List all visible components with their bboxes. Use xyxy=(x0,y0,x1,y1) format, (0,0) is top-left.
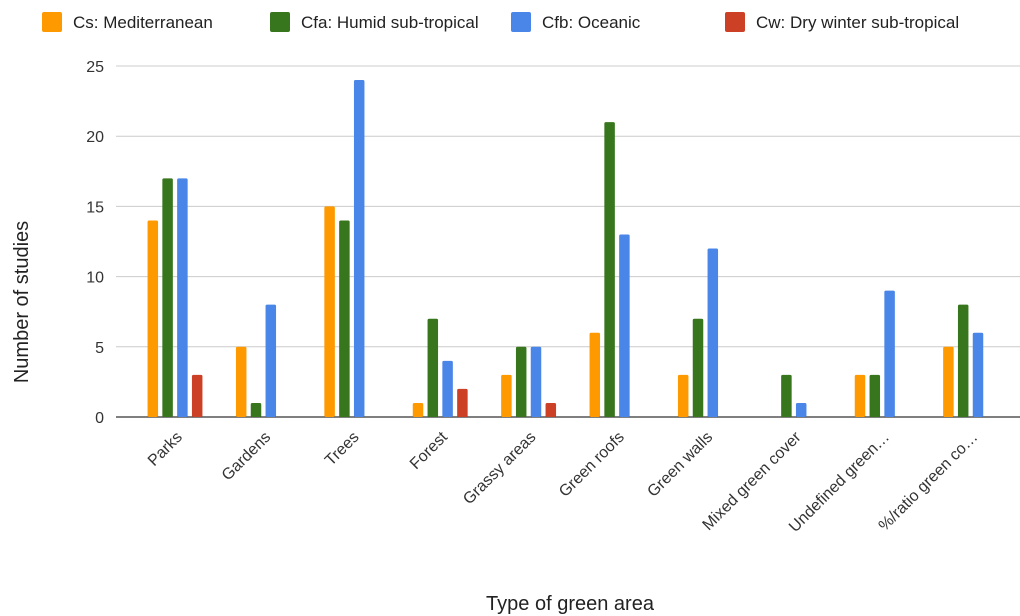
legend-label: Cfb: Oceanic xyxy=(542,13,641,32)
y-axis-ticks: 0 5 10 15 20 25 xyxy=(86,59,104,427)
legend-item-cw-dry-winter-sub-tropical: Cw: Dry winter sub-tropical xyxy=(725,12,959,32)
bar-cfb-oceanic-undefined-green xyxy=(884,290,895,417)
y-tick-label: 5 xyxy=(95,340,104,357)
bar-cfb-oceanic-ratio-green-co xyxy=(972,332,984,417)
bar-cs-mediterranean-undefined-green xyxy=(854,374,866,417)
bar-cfb-oceanic-mixed-green-cover xyxy=(795,402,807,417)
legend-label: Cw: Dry winter sub-tropical xyxy=(756,13,959,32)
legend-item-cs-mediterranean: Cs: Mediterranean xyxy=(42,12,213,32)
bar-cs-mediterranean-trees xyxy=(324,206,335,417)
x-tick-label: %/ratio green co… xyxy=(876,429,982,535)
bar-cfb-oceanic-green-roofs xyxy=(619,234,630,417)
x-tick-label: Trees xyxy=(322,429,363,470)
bar-cs-mediterranean-green-roofs xyxy=(589,332,601,417)
bars xyxy=(147,80,984,417)
bar-cfa-humid-sub-tropical-parks xyxy=(162,178,173,417)
legend-item-cfb-oceanic: Cfb: Oceanic xyxy=(511,12,641,32)
bar-cfb-oceanic-trees xyxy=(353,80,365,417)
bar-cfa-humid-sub-tropical-green-walls xyxy=(692,318,704,417)
bar-cfb-oceanic-gardens xyxy=(265,304,277,417)
legend: Cs: Mediterranean Cfa: Humid sub-tropical… xyxy=(42,12,959,32)
legend-swatch xyxy=(270,12,290,32)
bar-cw-dry-winter-sub-tropical-grassy-areas xyxy=(545,402,557,417)
bar-cfb-oceanic-green-walls xyxy=(707,248,719,417)
bar-cfa-humid-sub-tropical-mixed-green-cover xyxy=(781,374,792,417)
x-tick-label: Forest xyxy=(407,428,451,472)
bar-cs-mediterranean-grassy-areas xyxy=(501,374,512,417)
bar-cfa-humid-sub-tropical-forest xyxy=(427,318,439,417)
x-tick-label: Grassy areas xyxy=(460,429,539,508)
bar-cfa-humid-sub-tropical-grassy-areas xyxy=(515,346,527,417)
x-tick-label: Green roofs xyxy=(556,429,628,501)
bar-cfb-oceanic-grassy-areas xyxy=(530,346,542,417)
x-tick-label: Mixed green cover xyxy=(700,428,806,534)
y-tick-label: 10 xyxy=(86,270,104,287)
x-tick-label: Undefined green… xyxy=(786,429,893,536)
bar-cw-dry-winter-sub-tropical-parks xyxy=(191,374,203,417)
legend-swatch xyxy=(725,12,745,32)
x-tick-label: Green walls xyxy=(644,429,716,501)
legend-swatch xyxy=(511,12,531,32)
y-tick-label: 0 xyxy=(95,410,104,427)
x-axis-title: Type of green area xyxy=(486,593,655,615)
legend-label: Cs: Mediterranean xyxy=(73,13,213,32)
x-tick-label: Gardens xyxy=(219,429,274,484)
y-tick-label: 20 xyxy=(86,129,104,146)
bar-cs-mediterranean-ratio-green-co xyxy=(943,346,954,417)
y-tick-label: 25 xyxy=(86,59,104,76)
bar-cfb-oceanic-parks xyxy=(177,178,188,417)
legend-swatch xyxy=(42,12,62,32)
x-tick-label: Parks xyxy=(145,429,186,470)
legend-item-cfa-humid-sub-tropical: Cfa: Humid sub-tropical xyxy=(270,12,479,32)
bar-cs-mediterranean-parks xyxy=(147,220,159,417)
bar-cfa-humid-sub-tropical-gardens xyxy=(250,402,262,417)
bar-cfa-humid-sub-tropical-undefined-green xyxy=(869,374,881,417)
bar-cs-mediterranean-forest xyxy=(412,402,424,417)
bar-cfb-oceanic-forest xyxy=(442,360,453,417)
bar-cfa-humid-sub-tropical-trees xyxy=(339,220,350,417)
x-axis-ticks: Parks Gardens Trees Forest Grassy areas Green… xyxy=(145,428,982,535)
y-tick-label: 15 xyxy=(86,199,104,216)
bar-cfa-humid-sub-tropical-ratio-green-co xyxy=(957,304,969,417)
bar-cfa-humid-sub-tropical-green-roofs xyxy=(604,122,615,417)
bar-cw-dry-winter-sub-tropical-forest xyxy=(457,388,468,417)
bar-cs-mediterranean-green-walls xyxy=(677,374,689,417)
legend-label: Cfa: Humid sub-tropical xyxy=(301,13,479,32)
y-axis-title: Number of studies xyxy=(11,221,33,383)
bar-cs-mediterranean-gardens xyxy=(235,346,247,417)
